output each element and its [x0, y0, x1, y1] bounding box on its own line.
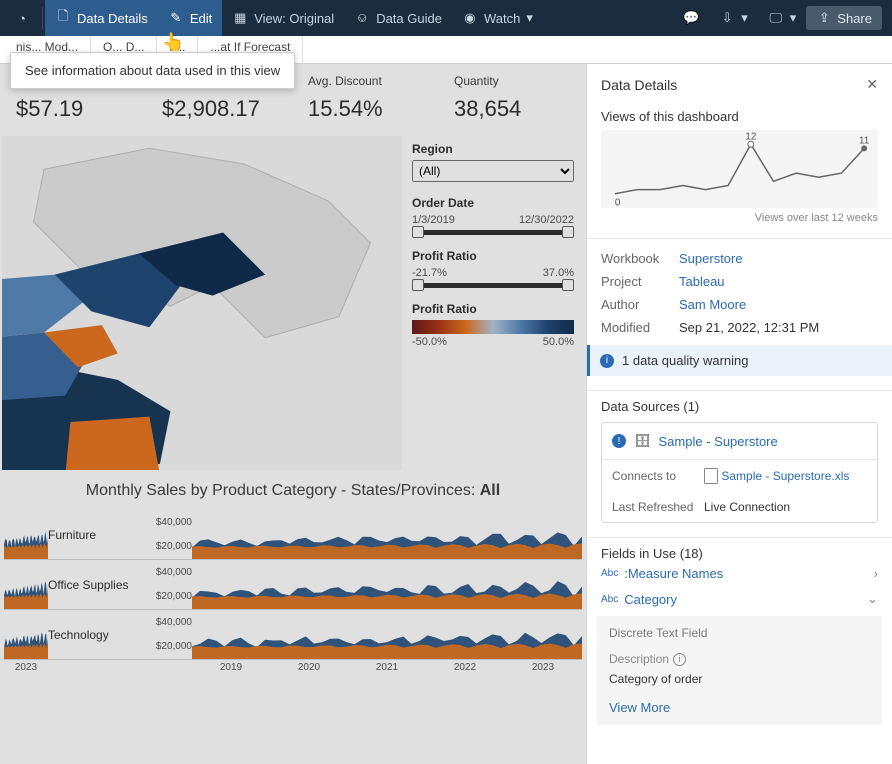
comment-icon: 💬 [683, 10, 699, 26]
share-icon: ⇪ [816, 10, 832, 26]
tooltip: See information about data used in this … [10, 52, 295, 89]
toolbar-device-icon[interactable]: 🖵▾ [758, 0, 807, 36]
datasource-icon: 🗄 [634, 433, 651, 449]
region-label: Region [412, 142, 574, 156]
area-plot-mini[interactable] [4, 560, 48, 610]
order-date-slider[interactable] [416, 230, 570, 235]
field-measure-names[interactable]: Abc :Measure Names › [601, 561, 878, 586]
fields-title: Fields in Use (18) [601, 546, 878, 561]
panel-header: Data Details ✕ [587, 64, 892, 105]
file-icon [704, 468, 718, 484]
views-title: Views of this dashboard [601, 109, 878, 124]
data-details-panel: Data Details ✕ Views of this dashboard 1… [586, 64, 892, 764]
data-details-label: Data Details [77, 11, 148, 26]
toolbar: ◔ 🗋 Data Details ✎ Edit ▦ View: Original… [0, 0, 892, 36]
modified-value: Sep 21, 2022, 12:31 PM [679, 320, 819, 335]
kpi-avg-discount: Avg. Discount15.54% [294, 74, 440, 122]
region-select[interactable]: (All) [412, 160, 574, 182]
main-split: Profit per Order$57.19Sales per Customer… [0, 64, 892, 764]
profit-ratio-filter: Profit Ratio -21.7%37.0% [412, 249, 574, 288]
meta-section: WorkbookSuperstore ProjectTableau Author… [587, 238, 892, 390]
chevron-down-icon: ⌄ [867, 591, 878, 607]
views-sparkline: 12 11 0 [601, 130, 878, 208]
chart-row-label: Furniture [48, 510, 136, 560]
clipboard-icon: 🗋 [55, 10, 71, 26]
watch-label: Watch [484, 11, 520, 26]
order-date-label: Order Date [412, 196, 574, 210]
area-plot[interactable] [192, 610, 582, 660]
area-plot[interactable] [192, 510, 582, 560]
views-section: Views of this dashboard 12 11 0 Views over… [587, 105, 892, 238]
chevron-down-icon: ▾ [790, 10, 797, 26]
grid-icon: ▦ [232, 10, 248, 26]
svg-text:0: 0 [615, 198, 621, 208]
views-footer: Views over last 12 weeks [601, 212, 878, 224]
abc-icon: Abc [601, 594, 618, 605]
chevron-down-icon: ▾ [741, 10, 748, 26]
edit-button[interactable]: ✎ Edit [158, 0, 222, 36]
project-link[interactable]: Tableau [679, 274, 725, 289]
author-link[interactable]: Sam Moore [679, 297, 746, 312]
cursor-pointer-icon: 👆 [162, 32, 184, 53]
color-legend [412, 320, 574, 334]
kpi-quantity: Quantity38,654 [440, 74, 586, 122]
profit-ratio-legend: Profit Ratio -50.0%50.0% [412, 302, 574, 348]
region-filter: Region (All) [412, 142, 574, 182]
info-outline-icon: i [673, 653, 686, 666]
panel-title: Data Details [601, 77, 677, 93]
close-icon[interactable]: ✕ [866, 76, 878, 93]
view-dropdown[interactable]: ▦ View: Original [222, 0, 344, 36]
area-plot-mini[interactable] [4, 510, 48, 560]
view-more-link[interactable]: View More [609, 700, 870, 715]
svg-text:12: 12 [745, 131, 756, 142]
file-link[interactable]: Sample - Superstore.xls [721, 469, 849, 483]
view-label: View: Original [254, 11, 334, 26]
area-plot[interactable] [192, 560, 582, 610]
pencil-icon: ✎ [168, 10, 184, 26]
data-details-button[interactable]: 🗋 Data Details [45, 0, 158, 36]
map-viz[interactable] [2, 136, 402, 470]
monthly-sales-chart: Monthly Sales by Product Category - Stat… [0, 470, 586, 673]
toolbar-download-icon[interactable]: ⇩▾ [709, 0, 758, 36]
screen-icon: 🖵 [768, 10, 784, 26]
chevron-right-icon: › [874, 566, 878, 581]
chart-row-label: Technology [48, 610, 136, 660]
share-label: Share [837, 11, 872, 26]
guide-icon: ⎉ [354, 10, 370, 26]
info-icon: i [600, 354, 614, 368]
abc-icon: Abc [601, 568, 618, 579]
area-plot-mini[interactable] [4, 610, 48, 660]
data-quality-warning[interactable]: i 1 data quality warning [587, 345, 892, 376]
eye-icon: ◉ [462, 10, 478, 26]
order-date-filter: Order Date 1/3/201912/30/2022 [412, 196, 574, 235]
field-category[interactable]: Abc Category ⌄ [601, 586, 878, 612]
data-sources-section: Data Sources (1) ! 🗄 Sample - Superstore… [587, 390, 892, 537]
data-source-header[interactable]: ! 🗄 Sample - Superstore [602, 423, 877, 460]
share-button[interactable]: ⇪ Share [806, 6, 882, 30]
data-sources-title: Data Sources (1) [601, 399, 878, 414]
download-icon: ⇩ [719, 10, 735, 26]
fields-section: Fields in Use (18) Abc :Measure Names › … [587, 537, 892, 739]
filter-pane: Region (All) Order Date 1/3/201912/30/20… [402, 136, 584, 470]
watch-dropdown[interactable]: ◉ Watch ▾ [452, 0, 543, 36]
field-detail-card: Discrete Text Field Description i Catego… [597, 616, 882, 725]
profit-ratio-label: Profit Ratio [412, 249, 574, 263]
toolbar-comment-icon[interactable]: 💬 [673, 0, 709, 36]
data-guide-label: Data Guide [376, 11, 442, 26]
svg-text:11: 11 [859, 135, 870, 146]
workbook-link[interactable]: Superstore [679, 251, 743, 266]
chart-title: Monthly Sales by Product Category - Stat… [4, 476, 582, 510]
profit-ratio-slider[interactable] [416, 283, 570, 288]
toolbar-metrics-icon[interactable]: ◔ [4, 0, 40, 36]
data-guide-button[interactable]: ⎉ Data Guide [344, 0, 452, 36]
chart-row-label: Office Supplies [48, 560, 136, 610]
dashboard: Profit per Order$57.19Sales per Customer… [0, 64, 586, 764]
alert-icon: ! [612, 434, 626, 448]
gauge-icon: ◔ [14, 10, 30, 26]
data-source-card: ! 🗄 Sample - Superstore Connects to Samp… [601, 422, 878, 523]
edit-label: Edit [190, 11, 212, 26]
chevron-down-icon: ▾ [526, 10, 533, 26]
map-and-filters: Region (All) Order Date 1/3/201912/30/20… [0, 136, 586, 470]
